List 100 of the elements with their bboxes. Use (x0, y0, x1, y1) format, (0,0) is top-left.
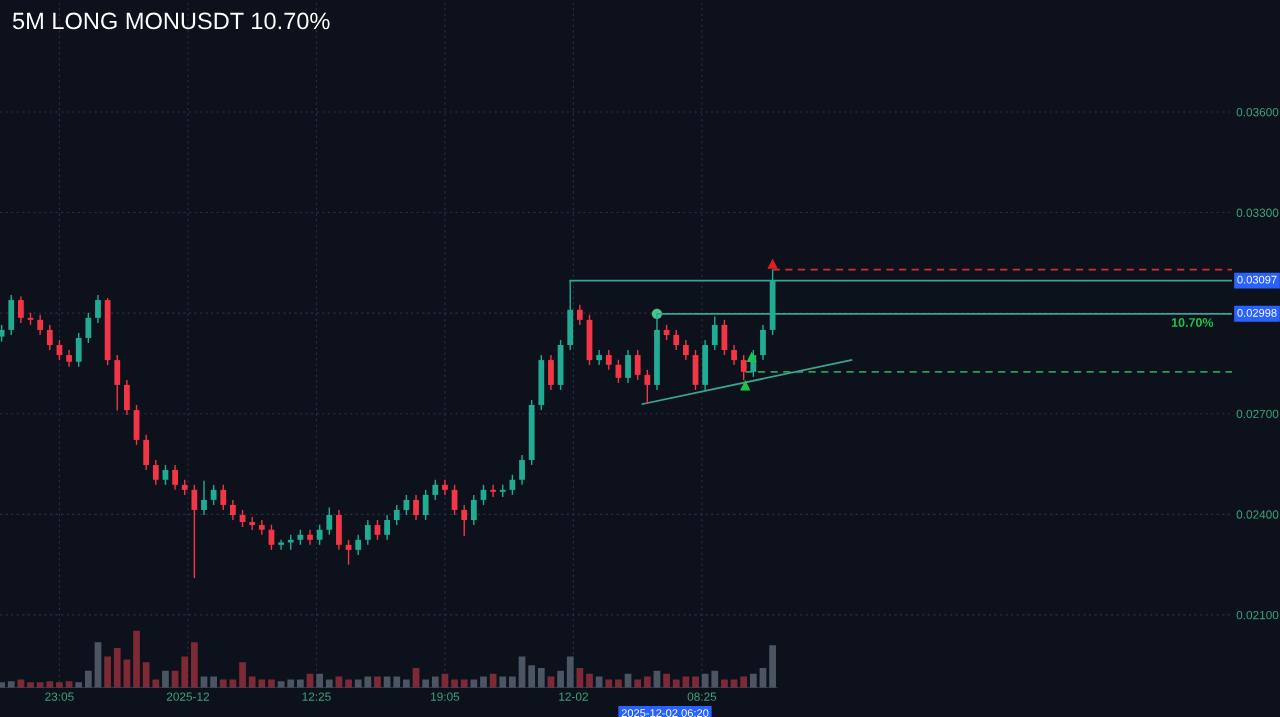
candlestick (230, 499, 236, 521)
candlestick (249, 516, 256, 531)
bar (162, 670, 169, 688)
candlestick (644, 369, 651, 405)
candlestick (711, 315, 718, 351)
candlestick (46, 324, 53, 351)
candlestick (403, 494, 410, 516)
bar (460, 679, 468, 688)
candlestick (75, 332, 82, 368)
x-tick-label: 12-02 (559, 692, 588, 701)
bar (354, 679, 362, 688)
bar (27, 682, 34, 688)
bar (749, 673, 757, 688)
point (740, 380, 751, 391)
bar (586, 673, 593, 688)
candlestick (152, 459, 159, 486)
bar (364, 676, 372, 688)
chart-title: 5M LONG MONUSDT 10.70% (12, 12, 330, 30)
annotation: 10.70% (1171, 318, 1214, 327)
point (746, 351, 757, 362)
bar (181, 656, 189, 688)
candlestick (37, 314, 44, 336)
candlestick (490, 484, 497, 498)
candlestick (682, 339, 689, 361)
bar (431, 676, 439, 688)
bar (422, 679, 430, 688)
x-tick-label: 23:05 (45, 692, 74, 701)
bar (682, 676, 690, 688)
bar (557, 670, 564, 688)
bar (258, 679, 266, 688)
bar (287, 679, 295, 688)
x-tick-label: 19:05 (431, 692, 460, 701)
candlestick (210, 484, 217, 506)
bar (190, 642, 198, 688)
bar (634, 679, 642, 688)
bar (46, 681, 54, 688)
x-tick-label: 12:25 (302, 692, 331, 701)
bar (36, 682, 44, 688)
data-label: 0.02998 (1237, 308, 1277, 317)
candlestick (634, 349, 641, 381)
candlestick (172, 464, 178, 491)
candlestick (432, 479, 439, 501)
bar (56, 682, 63, 688)
bar (605, 679, 613, 688)
bar (248, 676, 256, 688)
bar (325, 679, 333, 688)
candlestick (442, 479, 448, 496)
y-tick-label: 0.02700 (1236, 409, 1279, 419)
bar (701, 673, 709, 688)
x-tick-label: 08:25 (687, 692, 717, 701)
candlestick (316, 524, 323, 546)
bar (615, 679, 622, 688)
bar (537, 668, 545, 688)
bar (393, 676, 401, 688)
candlestick (191, 484, 198, 579)
bar (104, 656, 111, 688)
bar (268, 679, 275, 688)
candlestick (17, 295, 24, 324)
bar (142, 662, 150, 688)
bar (509, 676, 516, 688)
candlestick (470, 494, 477, 526)
bar (210, 676, 218, 688)
bar (451, 679, 458, 688)
candlestick (326, 506, 333, 536)
candlestick (220, 484, 227, 511)
bar (711, 670, 719, 688)
bar (345, 679, 352, 688)
candlestick (85, 312, 92, 344)
y-tick-label: 0.02100 (1236, 610, 1279, 620)
bar (692, 676, 699, 688)
y-tick-label: 0.03300 (1236, 208, 1279, 217)
bar (239, 662, 246, 688)
bar (403, 679, 410, 688)
bar (740, 676, 748, 688)
bar (297, 679, 304, 688)
bar (566, 656, 574, 688)
bar (84, 670, 92, 688)
candlestick (364, 519, 371, 546)
candlestick (258, 519, 265, 536)
bar (75, 682, 83, 688)
bar (316, 673, 324, 688)
bar (219, 679, 227, 688)
candlestick (413, 494, 419, 521)
candlestick (625, 349, 631, 384)
bar (113, 648, 121, 688)
bar (133, 630, 140, 688)
candlestick (384, 514, 390, 541)
bar (152, 679, 160, 688)
candlestick (731, 344, 737, 366)
bar (374, 676, 381, 688)
bar (499, 676, 507, 688)
x-tick-label: 2025-12 (166, 692, 209, 701)
bar (643, 676, 651, 688)
y-tick-label: 0.03600 (1236, 108, 1279, 117)
candlestick (201, 480, 207, 516)
bar (7, 681, 15, 688)
bar (576, 668, 584, 688)
bar (721, 679, 728, 688)
candlestick (740, 354, 747, 381)
candlestick (307, 529, 313, 546)
